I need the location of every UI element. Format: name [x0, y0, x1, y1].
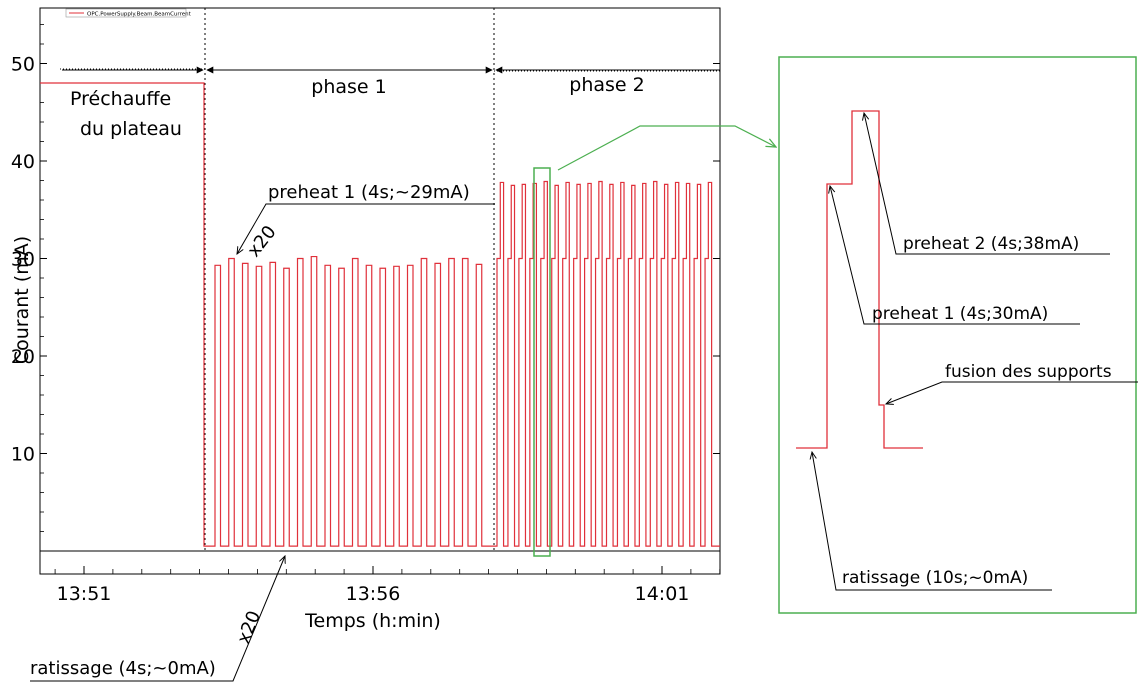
preheat-annotation: preheat 1 (4s;~29mA) — [268, 182, 470, 203]
x-tick-label: 13:56 — [346, 583, 401, 605]
y-axis: 10 20 30 40 50 — [11, 24, 720, 532]
inset-ratissage-label: ratissage (10s;~0mA) — [842, 568, 1028, 588]
inset-preheat1-label: preheat 1 (4s;30mA) — [872, 304, 1048, 324]
preheat-annotation-leader — [237, 203, 495, 254]
legend-box — [65, 8, 187, 18]
inset-frame — [778, 56, 1137, 614]
inset-cycle-series — [796, 110, 923, 449]
plateau-label-line1: Préchauffe — [70, 88, 171, 110]
plateau-label-line2: du plateau — [80, 118, 182, 140]
x-axis: 13:51 13:56 14:01 — [54, 566, 721, 605]
plot-frame — [39, 7, 721, 575]
inset-preheat1-leader — [830, 186, 1080, 325]
inset-preheat2-leader — [864, 113, 1110, 255]
beam-current-series — [40, 82, 720, 547]
y-tick-label: 30 — [11, 249, 35, 271]
zoom-link-arrow — [557, 125, 776, 171]
y-tick-label: 40 — [11, 151, 35, 173]
y-tick-label: 10 — [11, 444, 35, 466]
inset-fusion-leader — [886, 381, 1138, 404]
ratissage-annotation-leader — [30, 556, 285, 682]
highlight-box — [533, 167, 551, 557]
inset-ratissage-leader — [812, 452, 1052, 591]
multiplier-top: x20 — [243, 222, 280, 261]
multiplier-bottom: x20 — [233, 608, 265, 647]
y-tick-label: 50 — [11, 54, 35, 76]
x-tick-label: 13:51 — [57, 583, 112, 605]
x-axis-label: Temps (h:min) — [304, 610, 441, 632]
y-axis-label: Courant (mA) — [11, 236, 33, 364]
legend-label: OPC.PowerSupply.Beam.BeamCurrent — [87, 12, 192, 18]
x-tick-label: 14:01 — [635, 583, 690, 605]
phase2-label: phase 2 — [569, 74, 644, 96]
inset-preheat2-label: preheat 2 (4s;38mA) — [903, 234, 1079, 254]
legend: OPC.PowerSupply.Beam.BeamCurrent — [65, 8, 192, 18]
ratissage-annotation: ratissage (4s;~0mA) — [30, 658, 216, 679]
phase1-label: phase 1 — [311, 76, 386, 98]
y-tick-label: 20 — [11, 346, 35, 368]
zoom-inset: preheat 2 (4s;38mA) preheat 1 (4s;30mA) … — [778, 56, 1138, 614]
inset-fusion-label: fusion des supports — [945, 362, 1112, 382]
